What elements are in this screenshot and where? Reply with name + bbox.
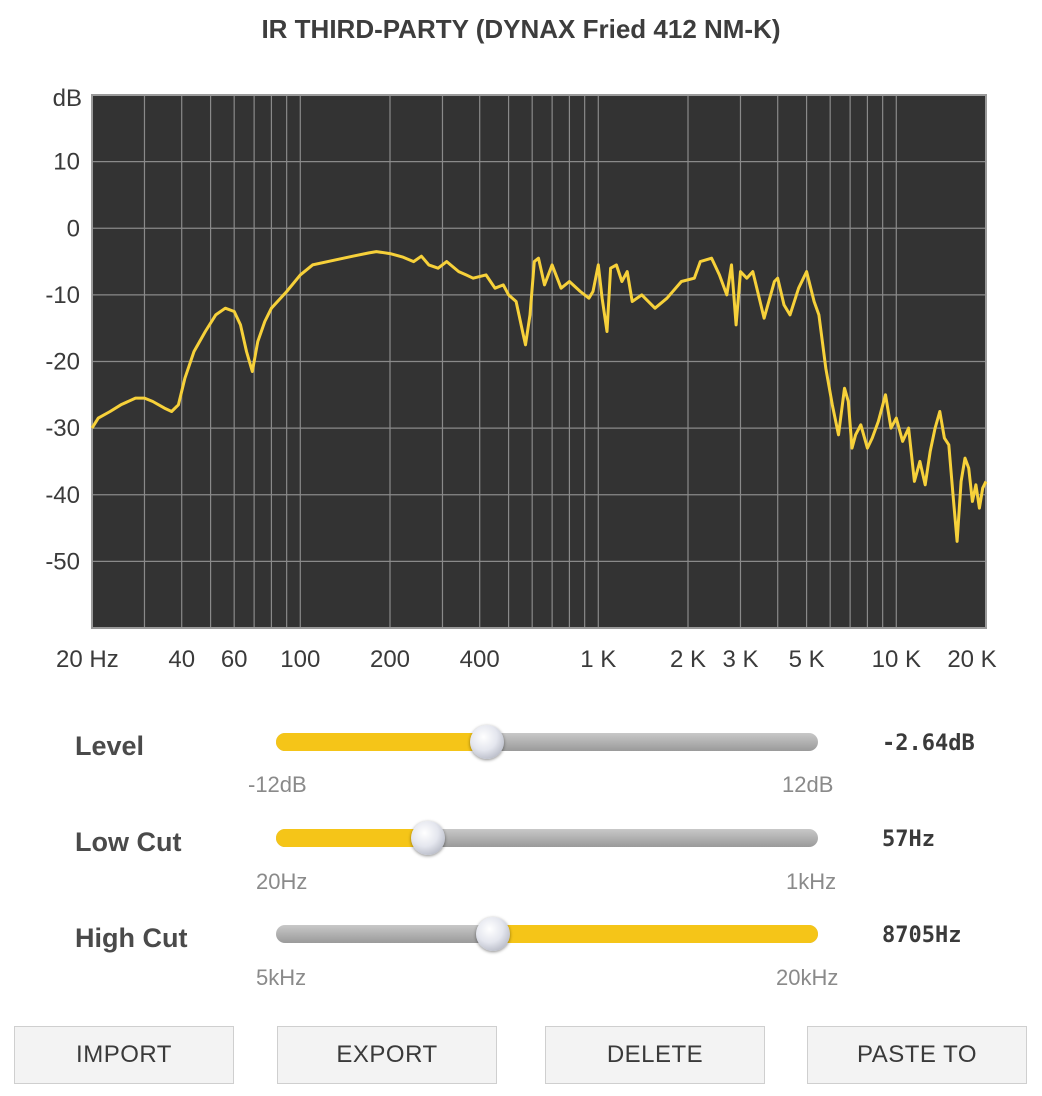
y-tick-label: -20 bbox=[45, 349, 80, 376]
paste-to-button[interactable]: PASTE TO bbox=[807, 1026, 1027, 1084]
high-cut-slider-thumb[interactable] bbox=[475, 917, 510, 951]
low-cut-value: 57Hz bbox=[882, 827, 935, 852]
x-tick-label: 20 K bbox=[947, 646, 996, 673]
x-tick-label: 100 bbox=[280, 646, 320, 673]
chart-title: IR THIRD-PARTY (DYNAX Fried 412 NM-K) bbox=[261, 14, 781, 44]
low-cut-slider[interactable] bbox=[276, 821, 818, 855]
y-tick-label: -50 bbox=[45, 548, 80, 575]
y-tick-label: 0 bbox=[67, 215, 80, 242]
x-tick-label: 1 K bbox=[580, 646, 616, 673]
x-axis: 20 Hz 40 60 100 200 400 1 K 2 K 3 K 5 K 10 K 20 K bbox=[56, 646, 997, 673]
high-cut-slider[interactable] bbox=[276, 917, 818, 951]
frequency-response-chart: 100-10-20-30-40-50 20 Hz 40 60 100 200 400 1 K… bbox=[45, 85, 997, 673]
level-slider-thumb[interactable] bbox=[470, 725, 505, 759]
x-tick-label: 400 bbox=[460, 646, 500, 673]
import-button[interactable]: IMPORT bbox=[14, 1026, 234, 1084]
y-tick-label: 10 bbox=[53, 149, 80, 176]
level-slider[interactable] bbox=[276, 725, 818, 759]
y-tick-label: -10 bbox=[45, 282, 80, 309]
x-tick-label: 40 bbox=[168, 646, 195, 673]
level-max-label: 12dB bbox=[782, 772, 834, 797]
plot-frame bbox=[91, 94, 987, 629]
x-tick-label: 5 K bbox=[789, 646, 825, 673]
x-tick-label: 20 Hz bbox=[56, 646, 119, 673]
y-axis-label: dB bbox=[53, 85, 82, 112]
high-cut-min-label: 5kHz bbox=[256, 965, 307, 990]
x-tick-label: 60 bbox=[221, 646, 248, 673]
level-value: -2.64dB bbox=[882, 731, 975, 756]
high-cut-slider-fill bbox=[482, 925, 818, 943]
y-tick-label: -40 bbox=[45, 482, 80, 509]
high-cut-label: High Cut bbox=[75, 923, 188, 953]
level-slider-fill bbox=[276, 733, 498, 751]
y-tick-label: -30 bbox=[45, 415, 80, 442]
low-cut-slider-fill bbox=[276, 829, 438, 847]
y-axis: 10 0 -10 -20 -30 -40 -50 bbox=[45, 149, 80, 576]
export-button[interactable]: EXPORT bbox=[277, 1026, 497, 1084]
low-cut-slider-thumb[interactable] bbox=[410, 821, 445, 855]
x-tick-label: 10 K bbox=[872, 646, 921, 673]
high-cut-value: 8705Hz bbox=[882, 923, 962, 948]
low-cut-label: Low Cut bbox=[75, 827, 182, 857]
x-tick-label: 2 K bbox=[670, 646, 706, 673]
level-min-label: -12dB bbox=[248, 772, 307, 797]
grid-lines bbox=[91, 95, 987, 628]
level-label: Level bbox=[75, 731, 145, 761]
high-cut-max-label: 20kHz bbox=[776, 965, 839, 990]
x-tick-label: 3 K bbox=[722, 646, 758, 673]
low-cut-max-label: 1kHz bbox=[786, 869, 837, 894]
delete-button[interactable]: DELETE bbox=[545, 1026, 765, 1084]
x-tick-label: 200 bbox=[370, 646, 410, 673]
low-cut-min-label: 20Hz bbox=[256, 869, 308, 894]
response-curve bbox=[90, 250, 988, 543]
